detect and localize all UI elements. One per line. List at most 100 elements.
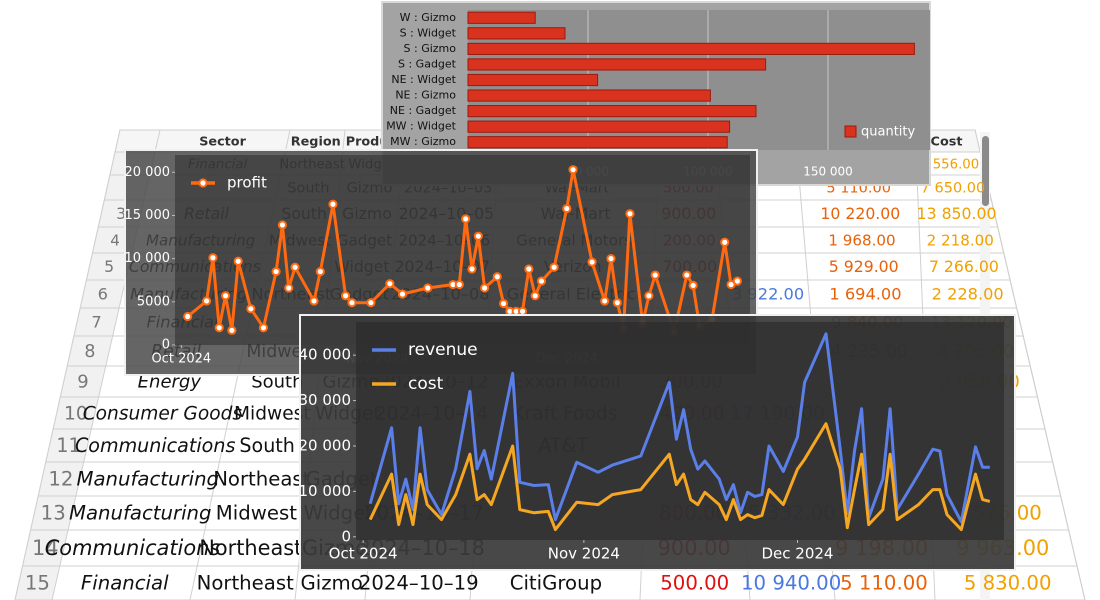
point (650, 270, 660, 280)
point (536, 276, 547, 286)
cell-text: Communications (75, 434, 235, 457)
cell-text: 2024–10–19 (359, 572, 479, 595)
point (568, 165, 578, 175)
point (233, 256, 243, 266)
point (208, 253, 218, 263)
y-tick-label: NE : Gadget (390, 104, 457, 117)
x-tick-label: Oct 2024 (151, 352, 211, 367)
point (214, 323, 224, 333)
y-tick-label: 5000 (137, 294, 170, 309)
point (498, 298, 509, 309)
y-tick-label: S : Gizmo (404, 42, 457, 55)
point (517, 306, 528, 316)
point (315, 266, 325, 277)
cell-text: South (239, 434, 295, 457)
cell-text: 10 (64, 404, 88, 425)
cell-text: 4 (110, 232, 120, 250)
bar (467, 105, 757, 118)
legend-label: cost (408, 374, 444, 394)
cell-text: Communications (45, 536, 221, 560)
legend-marker (198, 178, 208, 188)
point (492, 272, 502, 282)
cell-text: Northeast (197, 572, 294, 595)
y-tick-label: 0 (341, 527, 351, 545)
y-tick-label: 40 000 (299, 346, 352, 364)
cell-text: 2 218.00 (927, 232, 994, 250)
revenue-cost-chart-panel: 0 10 000 20 000 30 000 40 000 Oct 2024 Nov 202… (299, 314, 1016, 571)
cell-text: Region (291, 135, 341, 150)
point (587, 257, 597, 267)
point (284, 283, 294, 293)
cell-text: 11 (56, 434, 80, 457)
cell-text: 7 266.00 (929, 257, 999, 276)
point (271, 266, 281, 277)
point (461, 214, 471, 224)
y-tick-label: 10 000 (125, 251, 171, 266)
legend-label: quantity (861, 125, 916, 140)
cell-text: Consumer Goods (83, 404, 243, 425)
point (720, 237, 730, 247)
x-tick-label: Nov 2024 (548, 545, 620, 563)
y-tick-label: 15 000 (125, 208, 171, 223)
column-line (14, 129, 121, 600)
bar (467, 136, 728, 149)
point (467, 264, 477, 274)
point (454, 279, 464, 290)
point (600, 296, 610, 306)
bar (467, 58, 767, 71)
y-tick-label: 20 000 (125, 165, 171, 180)
cell-text: 5 110.00 (840, 572, 928, 595)
bar (467, 27, 566, 40)
cell-text: Cost (931, 135, 963, 150)
point (220, 291, 231, 301)
cell-text: 2 228.00 (932, 285, 1004, 304)
point (688, 280, 698, 291)
cell-text: Midwest (234, 404, 311, 425)
cell-text: Northeast (199, 536, 302, 560)
x-tick-label: 150 000 (803, 165, 853, 179)
bar (467, 73, 599, 87)
cell-text: 13 (41, 502, 66, 525)
scrollbar-thumb (982, 136, 989, 206)
y-tick-label: 10 000 (299, 482, 352, 500)
cell-text: 3 (116, 204, 126, 223)
cell-text: 5 830.00 (964, 572, 1052, 595)
cell-text: 7 556.00 (920, 158, 979, 173)
y-tick-label: MW : Gizmo (390, 135, 456, 148)
cell-text: Northeast (213, 468, 310, 491)
cell-text: 1 694.00 (829, 285, 901, 304)
cell-text: 8 (84, 342, 95, 362)
cell-text: 1 968.00 (828, 232, 895, 250)
cell-text: 15 (25, 572, 50, 595)
point (246, 304, 256, 314)
series-line (368, 422, 991, 532)
point (277, 220, 288, 230)
point (682, 270, 692, 280)
legend-label: revenue (408, 340, 478, 360)
point (309, 296, 319, 306)
point (328, 199, 338, 209)
bar (467, 11, 536, 24)
bar (467, 89, 711, 102)
point (397, 289, 408, 299)
cell-text: South (251, 372, 303, 393)
cell-text: 7 (91, 313, 101, 332)
point (341, 291, 351, 301)
cell-text: Manufacturing (76, 468, 219, 491)
point (524, 264, 534, 274)
cell-text: 14 (32, 536, 59, 560)
point (385, 279, 395, 289)
bar (467, 120, 731, 133)
cell-text: Sector (199, 135, 246, 150)
y-tick-label: MW : Widget (386, 120, 456, 133)
point (183, 311, 193, 322)
y-tick-label: NE : Widget (391, 73, 456, 86)
y-tick-label: 0 (162, 338, 170, 353)
point (290, 262, 300, 272)
x-tick-label: Oct 2024 (329, 545, 398, 563)
cell-text: CitiGroup (510, 572, 602, 595)
point (473, 231, 483, 241)
cell-text: 13 850.00 (917, 204, 997, 223)
point (347, 298, 357, 308)
